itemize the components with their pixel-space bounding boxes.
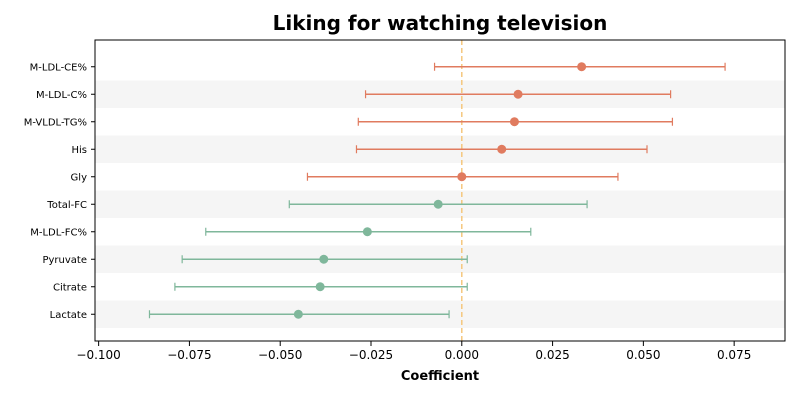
y-tick-label: Citrate <box>53 282 87 293</box>
estimate-point <box>433 199 443 209</box>
x-tick-label: 0.025 <box>535 348 569 362</box>
y-tick-label: Gly <box>71 172 88 183</box>
x-tick-label: −0.100 <box>76 348 120 362</box>
x-tick-label: 0.000 <box>445 348 479 362</box>
estimate-point <box>293 309 303 319</box>
x-tick-label: −0.025 <box>349 348 393 362</box>
x-tick-label: −0.050 <box>258 348 302 362</box>
chart-title: Liking for watching television <box>273 11 608 35</box>
y-tick-label: M-LDL-FC% <box>30 227 87 238</box>
y-tick-label: M-VLDL-TG% <box>24 117 87 128</box>
x-tick-label: 0.050 <box>626 348 660 362</box>
estimate-point <box>315 282 325 292</box>
y-tick-label: His <box>71 145 87 156</box>
estimate-point <box>509 117 519 127</box>
error-bars <box>148 62 726 319</box>
y-tick-label: Total-FC <box>46 200 87 211</box>
x-tick-label: −0.075 <box>167 348 211 362</box>
estimate-point <box>513 89 523 99</box>
x-tick-label: 0.075 <box>717 348 751 362</box>
y-tick-label: M-LDL-C% <box>36 90 87 101</box>
axes: M-LDL-CE% M-LDL-C% M-VLDL-TG% His Gly Total-F… <box>24 39 786 362</box>
plot-frame <box>94 39 786 342</box>
y-tick-label: Lactate <box>50 310 87 321</box>
estimate-point <box>362 227 372 237</box>
estimate-point <box>319 254 329 264</box>
estimate-point <box>457 172 467 182</box>
estimate-point <box>577 62 587 72</box>
x-axis-label: Coefficient <box>401 369 479 384</box>
estimate-point <box>497 144 507 154</box>
y-tick-label: Pyruvate <box>42 255 87 266</box>
y-tick-label: M-LDL-CE% <box>30 62 87 73</box>
